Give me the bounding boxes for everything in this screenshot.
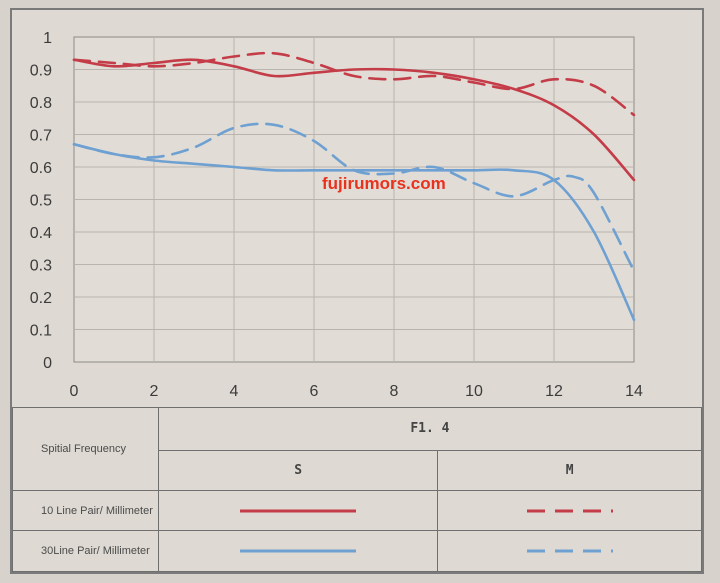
watermark-text: fujirumors.com <box>322 174 446 193</box>
legend-line-30lp-m <box>526 549 613 553</box>
y-tick-label: 0.8 <box>30 95 52 112</box>
series-line-1 <box>72 58 636 182</box>
row2-label: 30Line Pair/ Millimeter <box>41 545 150 558</box>
legend-table: Spitial Frequency F1. 4 S M 10 Line Pair… <box>12 407 703 572</box>
y-tick-label: 0.3 <box>30 258 52 275</box>
x-tick-label: 8 <box>390 383 399 400</box>
row-label-10lp: 10 Line Pair/ Millimeter <box>12 489 159 532</box>
x-tick-label: 6 <box>310 383 319 400</box>
col-m-label: M <box>565 462 574 478</box>
col-s-label: S <box>294 462 303 478</box>
x-tick-label: 2 <box>150 383 159 400</box>
spatial-frequency-label: Spitial Frequency <box>41 443 126 455</box>
x-tick-label: 12 <box>545 383 563 400</box>
x-tick-label: 10 <box>465 383 483 400</box>
y-tick-label: 0.7 <box>30 128 52 145</box>
spatial-frequency-header: Spitial Frequency <box>12 407 159 491</box>
row-label-30lp: 30Line Pair/ Millimeter <box>12 530 159 572</box>
x-tick-label: 4 <box>230 383 239 400</box>
y-tick-label: 0.6 <box>30 160 52 177</box>
y-tick-label: 1 <box>43 30 52 47</box>
series-line-4 <box>72 122 636 273</box>
x-tick-label: 14 <box>625 383 643 400</box>
legend-line-10lp-m <box>526 509 613 512</box>
swatch-10lp-m <box>437 489 702 532</box>
row1-label: 10 Line Pair/ Millimeter <box>41 504 153 517</box>
aperture-header: F1. 4 <box>157 407 703 451</box>
aperture-label: F1. 4 <box>410 421 450 437</box>
y-tick-label: 0 <box>43 355 52 372</box>
y-tick-label: 0.4 <box>30 225 52 242</box>
series-line-2 <box>72 51 636 117</box>
swatch-30lp-m <box>437 530 702 572</box>
y-tick-label: 0.9 <box>30 63 52 80</box>
col-header-m: M <box>437 449 702 492</box>
x-tick-label: 0 <box>70 383 79 400</box>
y-tick-label: 0.1 <box>30 323 52 340</box>
swatch-10lp-s <box>157 489 439 532</box>
col-header-s: S <box>157 449 439 492</box>
y-tick-label: 0.5 <box>30 193 52 210</box>
swatch-30lp-s <box>157 530 439 572</box>
y-tick-label: 0.2 <box>30 290 52 307</box>
legend-line-10lp-s <box>240 509 357 512</box>
mtf-chart: 00.10.20.30.40.50.60.70.80.910 2 4 6 8 10 12 14 <box>30 30 643 400</box>
legend-line-30lp-s <box>240 549 357 553</box>
mtf-figure: 0 0.1 0.2 0.3 0.4 0.5 0.6 0.7 0.8 0.9 1 0 2 4 6 8 10 12 14… <box>10 8 704 574</box>
